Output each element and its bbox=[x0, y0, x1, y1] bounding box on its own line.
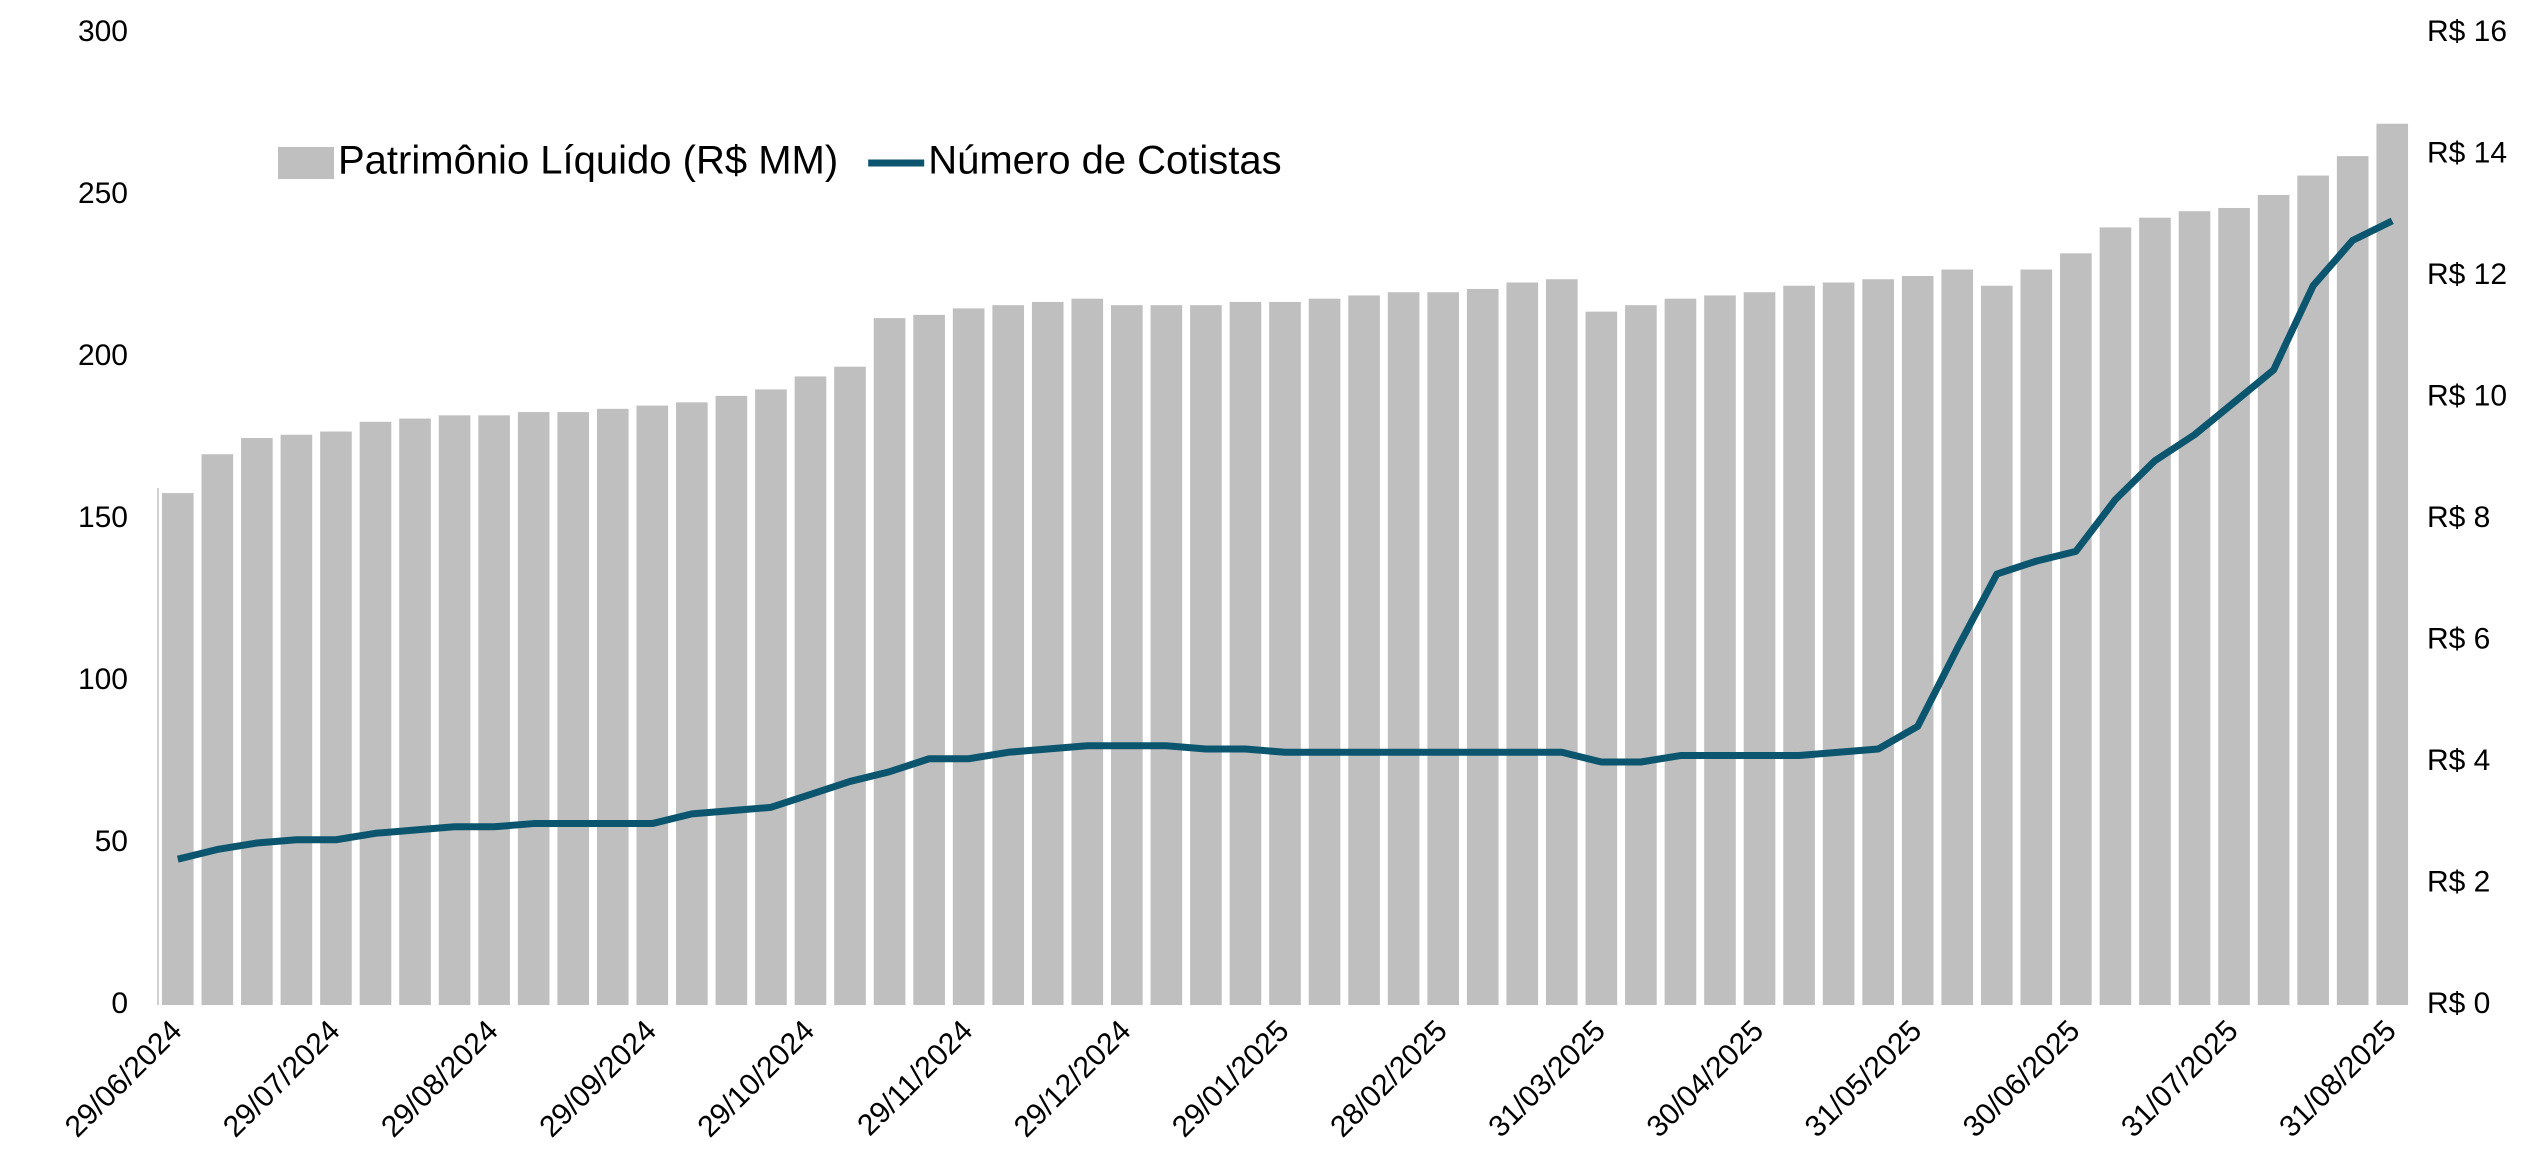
y2-tick-label: R$ 14 bbox=[2427, 136, 2507, 169]
y-tick-label: 0 bbox=[111, 987, 128, 1020]
y2-tick-label: R$ 8 bbox=[2427, 501, 2490, 534]
bar bbox=[1190, 305, 1222, 1005]
bar bbox=[1466, 288, 1499, 1006]
bar bbox=[1111, 305, 1143, 1005]
bar bbox=[320, 431, 352, 1005]
bar bbox=[1862, 279, 1894, 1005]
bar bbox=[1664, 298, 1697, 1005]
legend-label: Número de Cotistas bbox=[928, 139, 1281, 183]
bar bbox=[1506, 282, 1539, 1006]
bar bbox=[1625, 305, 1657, 1005]
x-tick-label: 30/04/2025 bbox=[1641, 1014, 1771, 1144]
bar bbox=[1269, 301, 1301, 1005]
bar bbox=[2376, 123, 2409, 1006]
bar bbox=[438, 415, 471, 1005]
bar bbox=[1545, 279, 1578, 1005]
y2-tick-label: R$ 0 bbox=[2427, 987, 2490, 1020]
x-tick-label: 28/02/2025 bbox=[1324, 1014, 1454, 1144]
bar bbox=[2336, 156, 2369, 1005]
x-tick-label: 29/10/2024 bbox=[692, 1014, 822, 1144]
bar bbox=[1387, 292, 1420, 1005]
x-tick-label: 29/01/2025 bbox=[1166, 1014, 1296, 1144]
bar bbox=[834, 366, 866, 1006]
bar bbox=[359, 421, 392, 1005]
y2-tick-label: R$ 10 bbox=[2427, 379, 2507, 412]
legend-swatch bbox=[278, 147, 334, 179]
bar bbox=[1031, 301, 1064, 1005]
y2-tick-label: R$ 16 bbox=[2427, 15, 2507, 48]
bar bbox=[992, 305, 1025, 1005]
legend-label: Patrimônio Líquido (R$ MM) bbox=[338, 139, 838, 183]
bar bbox=[557, 412, 590, 1006]
y-tick-label: 200 bbox=[78, 339, 128, 372]
bar bbox=[2178, 211, 2211, 1005]
bar bbox=[399, 418, 431, 1005]
bar bbox=[676, 402, 708, 1005]
bar bbox=[1308, 298, 1341, 1005]
bar bbox=[2020, 269, 2053, 1005]
y-tick-label: 300 bbox=[78, 15, 128, 48]
bar bbox=[1585, 311, 1618, 1005]
y2-tick-label: R$ 2 bbox=[2427, 865, 2490, 898]
bar bbox=[2218, 207, 2250, 1005]
x-tick-label: 29/06/2024 bbox=[59, 1014, 189, 1144]
bar bbox=[1901, 276, 1934, 1005]
bar bbox=[873, 318, 906, 1005]
bar bbox=[636, 405, 669, 1006]
y2-tick-label: R$ 6 bbox=[2427, 622, 2490, 655]
y2-tick-label: R$ 4 bbox=[2427, 744, 2490, 777]
bar bbox=[1071, 298, 1104, 1005]
bar bbox=[2139, 217, 2171, 1005]
x-tick-label: 30/06/2025 bbox=[1957, 1014, 2087, 1144]
line bbox=[176, 217, 2394, 863]
bar bbox=[913, 314, 945, 1005]
bar bbox=[161, 493, 194, 1005]
x-tick-label: 29/12/2024 bbox=[1008, 1014, 1138, 1144]
x-tick-label: 31/08/2025 bbox=[2273, 1014, 2403, 1144]
bar bbox=[1980, 285, 2013, 1006]
bar bbox=[2257, 195, 2290, 1005]
bar bbox=[2060, 253, 2092, 1005]
x-tick-label: 31/05/2025 bbox=[1799, 1014, 1929, 1144]
bar bbox=[952, 308, 985, 1005]
bar bbox=[1743, 292, 1776, 1005]
bar bbox=[1427, 292, 1459, 1005]
bar bbox=[794, 376, 827, 1005]
x-tick-label: 29/09/2024 bbox=[533, 1014, 663, 1144]
bar bbox=[478, 415, 510, 1005]
bar bbox=[715, 395, 748, 1005]
y2-tick-label: R$ 12 bbox=[2427, 258, 2507, 291]
bar bbox=[1783, 285, 1815, 1006]
x-tick-label: 29/08/2024 bbox=[375, 1014, 505, 1144]
x-tick-label: 31/03/2025 bbox=[1482, 1014, 1612, 1144]
bar bbox=[1822, 282, 1855, 1006]
y-tick-label: 250 bbox=[78, 177, 128, 210]
bar bbox=[2297, 175, 2329, 1005]
bar bbox=[517, 412, 550, 1006]
y-tick-label: 150 bbox=[78, 501, 128, 534]
bar bbox=[1704, 295, 1736, 1005]
bar bbox=[1150, 305, 1183, 1005]
y-tick-label: 100 bbox=[78, 663, 128, 696]
bar bbox=[596, 408, 629, 1006]
bar bbox=[2099, 227, 2132, 1005]
bar bbox=[280, 434, 313, 1005]
y-tick-label: 50 bbox=[95, 825, 128, 858]
x-tick-label: 29/07/2024 bbox=[217, 1014, 347, 1144]
bar bbox=[241, 438, 273, 1005]
bar bbox=[755, 389, 787, 1005]
bar bbox=[1229, 301, 1262, 1005]
x-tick-label: 29/11/2024 bbox=[851, 1014, 979, 1142]
x-tick-label: 31/07/2025 bbox=[2115, 1014, 2245, 1144]
bar bbox=[1941, 269, 1974, 1005]
bar bbox=[201, 454, 234, 1005]
bar bbox=[1348, 295, 1380, 1005]
